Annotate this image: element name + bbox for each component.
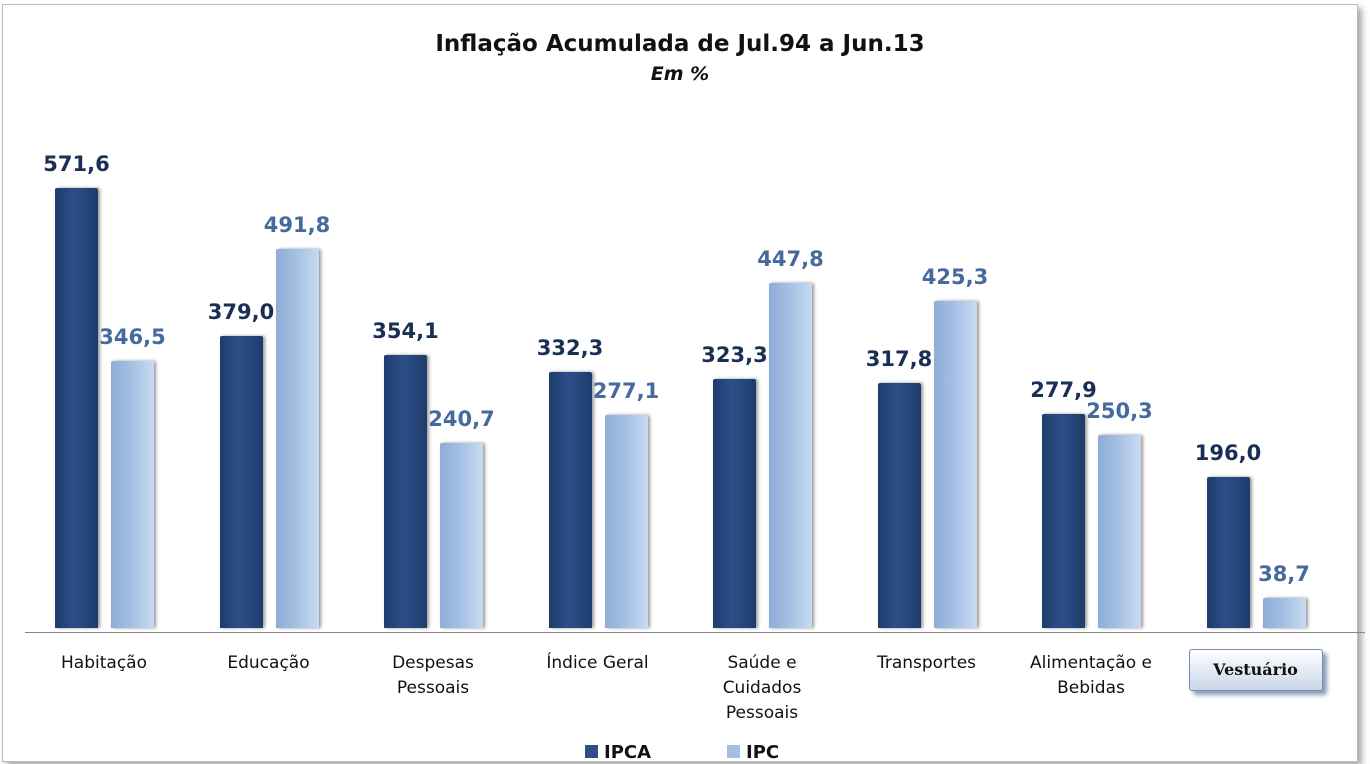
x-tick-label: Despesas Pessoais	[392, 653, 474, 698]
data-label: 277,9	[1030, 378, 1097, 403]
data-label: 447,8	[757, 247, 824, 272]
x-tick-label: Educação	[227, 653, 310, 673]
data-label: 250,3	[1086, 399, 1153, 424]
bar	[384, 355, 427, 628]
x-tick-label: Transportes	[876, 653, 977, 673]
legend-label: IPCA	[604, 742, 652, 763]
data-label: 38,7	[1258, 562, 1310, 587]
bar	[440, 442, 483, 628]
bar	[1042, 414, 1085, 628]
bar	[877, 383, 921, 628]
bar	[1098, 435, 1141, 628]
bar	[713, 379, 756, 628]
legend-item: IPCA	[585, 742, 651, 763]
data-label: 196,0	[1194, 441, 1262, 466]
data-label: 240,7	[428, 406, 495, 431]
data-label: 491,8	[263, 213, 331, 238]
x-tick-label: Vestuário	[1188, 649, 1323, 691]
data-label: 323,3	[701, 343, 768, 368]
bar	[933, 300, 977, 628]
bar	[769, 283, 812, 628]
bar	[275, 249, 319, 628]
data-label: 332,3	[536, 336, 604, 361]
bar	[111, 361, 154, 628]
data-label: 346,5	[99, 325, 166, 350]
bar	[1206, 477, 1250, 628]
legend-item: IPC	[727, 742, 779, 763]
data-label: 277,1	[592, 378, 660, 403]
bar	[1262, 598, 1306, 628]
legend-label: IPC	[746, 742, 780, 763]
data-label: 317,8	[865, 347, 933, 372]
chart: Inflação Acumulada de Jul.94 a Jun.13 Em…	[2, 4, 1365, 763]
legend-swatch	[585, 745, 598, 758]
data-label: 379,0	[207, 300, 275, 325]
x-tick-label: Saúde e Cuidados Pessoais	[722, 653, 802, 723]
x-tick-label: Índice Geral	[546, 653, 649, 673]
data-label: 571,6	[43, 152, 110, 176]
chart-title: Inflação Acumulada de Jul.94 a Jun.13	[435, 31, 925, 57]
data-label: 354,1	[372, 319, 439, 344]
x-tick-label: Habitação	[61, 653, 147, 673]
chart-subtitle: Em %	[650, 63, 710, 85]
bar	[55, 188, 98, 628]
bar	[219, 336, 263, 628]
x-tick-label: Alimentação e Bebidas	[1030, 653, 1152, 698]
legend-swatch	[727, 745, 740, 758]
x-axis	[25, 632, 1365, 633]
bar	[604, 414, 648, 628]
bar	[548, 372, 592, 628]
data-label: 425,3	[921, 264, 989, 289]
